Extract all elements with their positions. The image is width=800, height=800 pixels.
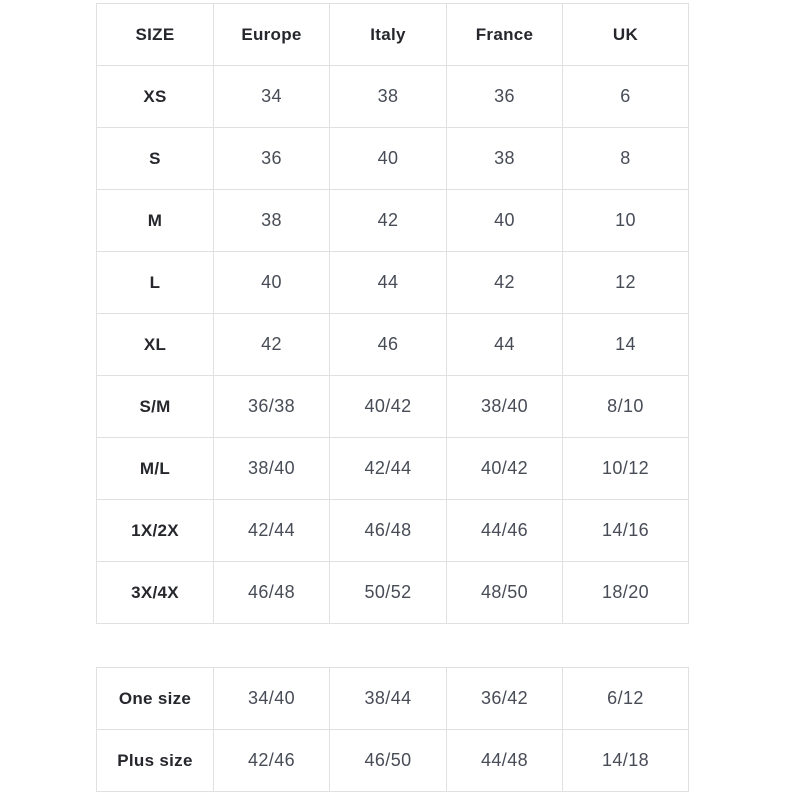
cell-plus-size-uk: 14/18 (562, 729, 689, 792)
cell-s-france: 38 (446, 127, 563, 190)
cell-sm-france: 38/40 (446, 375, 563, 438)
row-label-xl: XL (96, 313, 214, 376)
cell-xs-uk: 6 (562, 65, 689, 128)
cell-3x4x-france: 48/50 (446, 561, 563, 624)
cell-s-italy: 40 (329, 127, 447, 190)
cell-m-europe: 38 (213, 189, 330, 252)
table-row-xs: XS 34 38 36 6 (96, 65, 689, 128)
cell-xs-france: 36 (446, 65, 563, 128)
cell-m-italy: 42 (329, 189, 447, 252)
cell-xl-france: 44 (446, 313, 563, 376)
cell-sm-uk: 8/10 (562, 375, 689, 438)
table-row-sm: S/M 36/38 40/42 38/40 8/10 (96, 375, 689, 438)
table-row-plus-size: Plus size 42/46 46/50 44/48 14/18 (96, 729, 689, 792)
cell-l-uk: 12 (562, 251, 689, 314)
cell-1x2x-france: 44/46 (446, 499, 563, 562)
cell-1x2x-uk: 14/16 (562, 499, 689, 562)
row-label-3x4x: 3X/4X (96, 561, 214, 624)
row-label-sm: S/M (96, 375, 214, 438)
column-header-size: SIZE (96, 3, 214, 66)
cell-m-france: 40 (446, 189, 563, 252)
column-header-uk: UK (562, 3, 689, 66)
cell-one-size-italy: 38/44 (329, 667, 447, 730)
cell-xl-uk: 14 (562, 313, 689, 376)
cell-sm-europe: 36/38 (213, 375, 330, 438)
cell-s-europe: 36 (213, 127, 330, 190)
cell-plus-size-europe: 42/46 (213, 729, 330, 792)
table-header-row: SIZE Europe Italy France UK (96, 3, 689, 66)
special-sizes-table: One size 34/40 38/44 36/42 6/12 Plus siz… (96, 667, 689, 792)
row-label-plus-size: Plus size (96, 729, 214, 792)
row-label-one-size: One size (96, 667, 214, 730)
cell-m-uk: 10 (562, 189, 689, 252)
cell-xs-europe: 34 (213, 65, 330, 128)
table-row-ml: M/L 38/40 42/44 40/42 10/12 (96, 437, 689, 500)
cell-3x4x-europe: 46/48 (213, 561, 330, 624)
cell-xs-italy: 38 (329, 65, 447, 128)
cell-3x4x-italy: 50/52 (329, 561, 447, 624)
column-header-france: France (446, 3, 563, 66)
table-row-one-size: One size 34/40 38/44 36/42 6/12 (96, 667, 689, 730)
table-row-s: S 36 40 38 8 (96, 127, 689, 190)
cell-xl-italy: 46 (329, 313, 447, 376)
cell-1x2x-italy: 46/48 (329, 499, 447, 562)
cell-one-size-france: 36/42 (446, 667, 563, 730)
row-label-l: L (96, 251, 214, 314)
row-label-1x2x: 1X/2X (96, 499, 214, 562)
row-label-m: M (96, 189, 214, 252)
column-header-italy: Italy (329, 3, 447, 66)
column-header-europe: Europe (213, 3, 330, 66)
cell-ml-italy: 42/44 (329, 437, 447, 500)
table-row-xl: XL 42 46 44 14 (96, 313, 689, 376)
cell-ml-uk: 10/12 (562, 437, 689, 500)
table-row-m: M 38 42 40 10 (96, 189, 689, 252)
cell-l-italy: 44 (329, 251, 447, 314)
cell-one-size-uk: 6/12 (562, 667, 689, 730)
cell-l-france: 42 (446, 251, 563, 314)
table-row-l: L 40 44 42 12 (96, 251, 689, 314)
table-row-1x2x: 1X/2X 42/44 46/48 44/46 14/16 (96, 499, 689, 562)
cell-1x2x-europe: 42/44 (213, 499, 330, 562)
table-row-3x4x: 3X/4X 46/48 50/52 48/50 18/20 (96, 561, 689, 624)
size-conversion-table: SIZE Europe Italy France UK XS 34 38 36 … (96, 3, 689, 624)
cell-3x4x-uk: 18/20 (562, 561, 689, 624)
cell-plus-size-france: 44/48 (446, 729, 563, 792)
cell-one-size-europe: 34/40 (213, 667, 330, 730)
cell-s-uk: 8 (562, 127, 689, 190)
row-label-xs: XS (96, 65, 214, 128)
cell-ml-france: 40/42 (446, 437, 563, 500)
cell-l-europe: 40 (213, 251, 330, 314)
cell-xl-europe: 42 (213, 313, 330, 376)
cell-sm-italy: 40/42 (329, 375, 447, 438)
row-label-s: S (96, 127, 214, 190)
cell-ml-europe: 38/40 (213, 437, 330, 500)
cell-plus-size-italy: 46/50 (329, 729, 447, 792)
row-label-ml: M/L (96, 437, 214, 500)
